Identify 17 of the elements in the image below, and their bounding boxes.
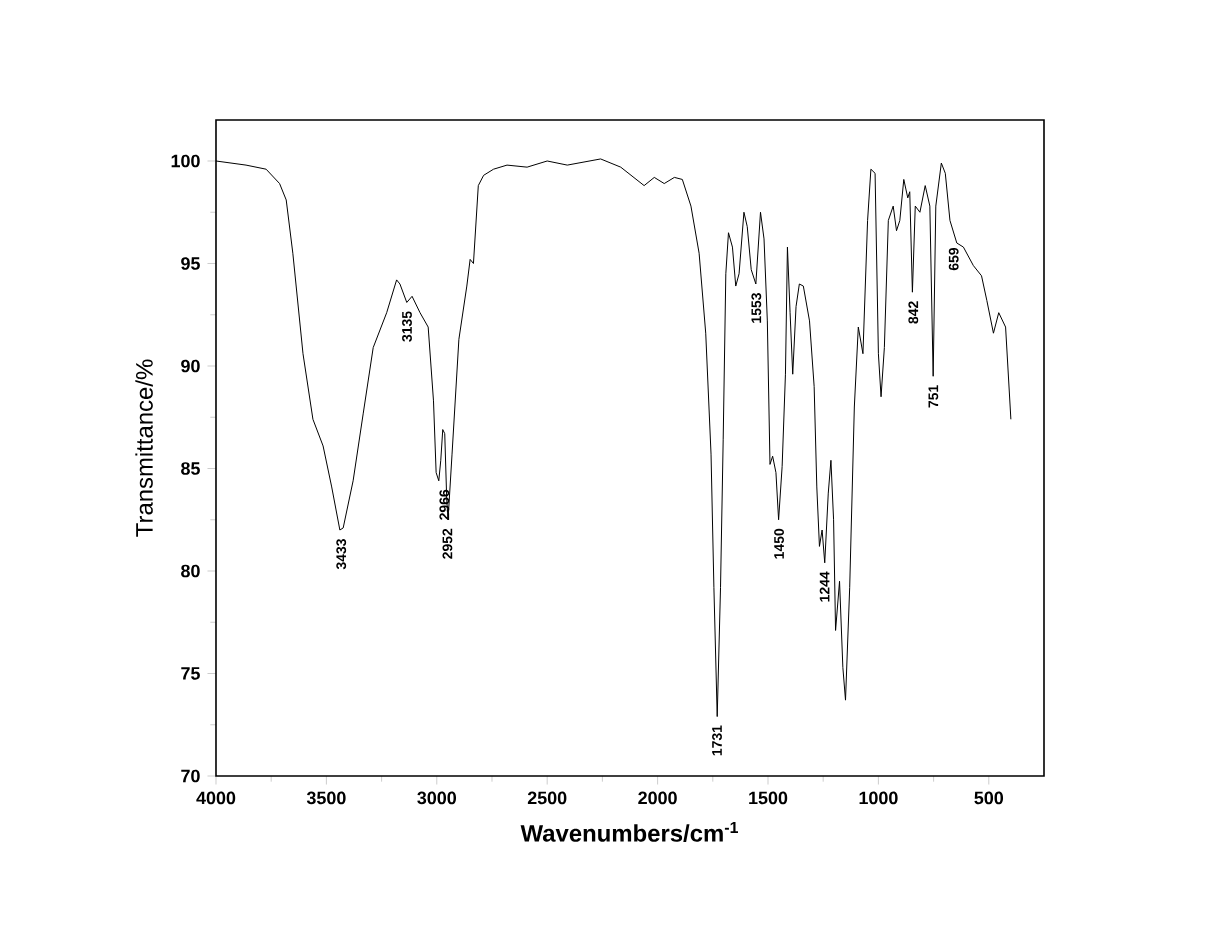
x-tick-label: 4000 (196, 791, 236, 805)
y-tick-label: 100 (171, 154, 200, 168)
y-axis-title: Transmittance/% (135, 359, 153, 537)
y-tick-label: 95 (181, 257, 200, 270)
x-tick-label: 2500 (527, 791, 567, 805)
y-tick-label: 80 (181, 564, 200, 578)
x-tick-label: 3500 (306, 791, 346, 805)
x-axis-title: Wavenumbers/cm$^{-1}$ (520, 821, 738, 843)
y-tick-label: 85 (181, 462, 200, 475)
y-tick-label: 70 (181, 769, 200, 783)
y-tick-label: 90 (181, 359, 200, 373)
x-tick-label: 1500 (749, 791, 788, 805)
x-tick-label: 2000 (638, 791, 677, 805)
x-tick-label: 3000 (417, 791, 457, 805)
y-tick-label: 75 (181, 667, 200, 680)
x-tick-label: 500 (974, 791, 1004, 805)
x-tick-label: 1000 (859, 791, 898, 805)
